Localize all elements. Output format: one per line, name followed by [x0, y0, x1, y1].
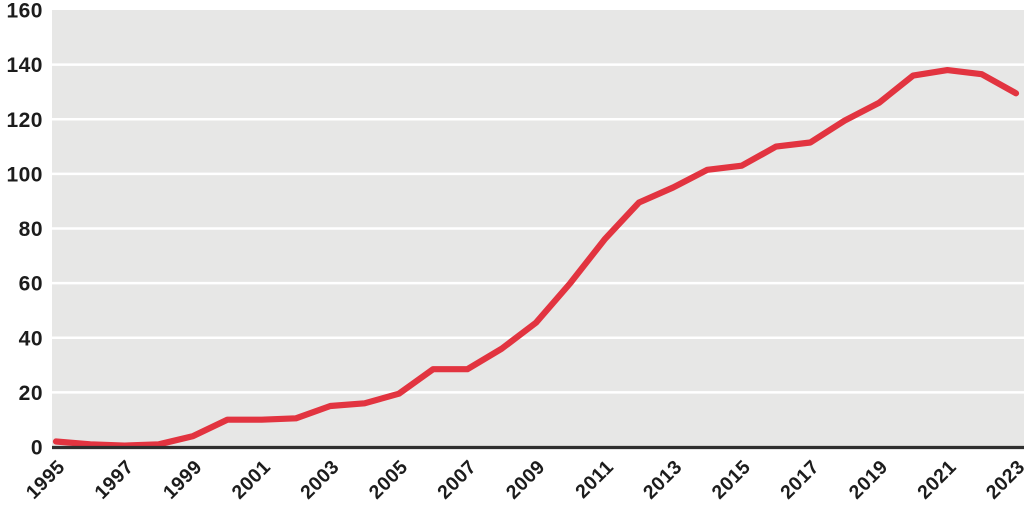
x-axis-label: 1999: [159, 456, 207, 504]
y-axis-label: 120: [6, 109, 43, 132]
x-axis-label: 2019: [845, 456, 893, 504]
x-axis-label: 2009: [502, 456, 550, 504]
y-axis-label: 0: [31, 437, 43, 460]
x-axis-label: 2003: [296, 456, 344, 504]
x-axis-label: 1995: [22, 456, 70, 504]
x-axis-label: 2001: [228, 456, 276, 504]
x-axis-label: 1997: [90, 456, 138, 504]
y-axis-label: 80: [19, 218, 43, 241]
x-axis-label: 2005: [365, 456, 413, 504]
x-axis-label: 2023: [982, 456, 1024, 504]
y-axis-label: 140: [6, 54, 43, 77]
x-axis-label: 2013: [639, 456, 687, 504]
x-axis-label: 2017: [776, 456, 824, 504]
y-axis-label: 60: [19, 273, 43, 296]
x-axis-label: 2021: [913, 456, 961, 504]
data-line: [52, 66, 1020, 449]
y-axis-label: 100: [6, 163, 43, 186]
x-axis-label: 2011: [571, 456, 618, 503]
x-axis-label: 2015: [708, 456, 756, 504]
y-axis-label: 20: [19, 382, 43, 405]
y-axis-label: 40: [19, 327, 43, 350]
y-axis-label: 160: [6, 0, 43, 23]
x-axis-label: 2007: [433, 456, 481, 504]
